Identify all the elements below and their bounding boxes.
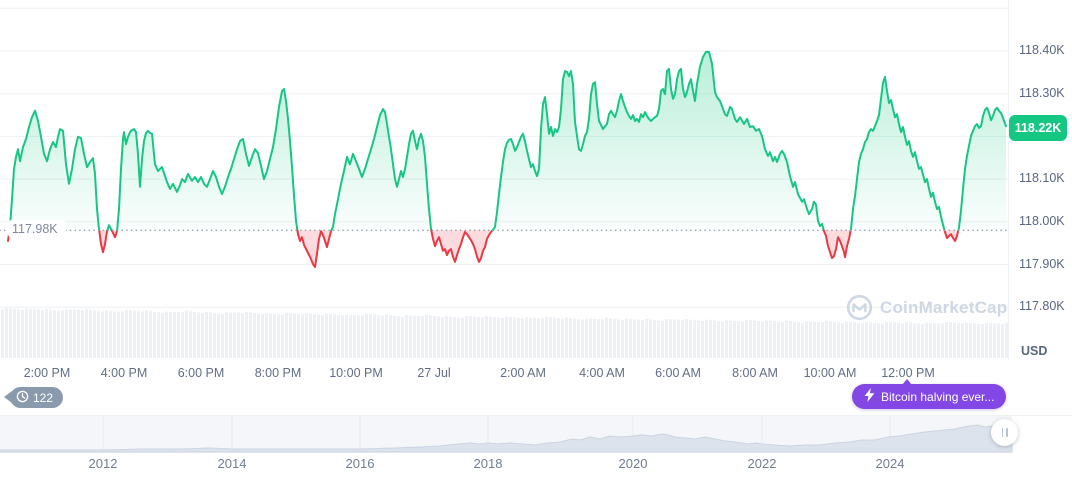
history-timeline[interactable]: 2012 2014 2016 2018 2020 2022 2024 — [0, 415, 1072, 477]
y-axis-label: 118.40K — [1019, 43, 1065, 57]
lightning-icon — [864, 388, 875, 405]
y-axis-label: 118.30K — [1019, 86, 1065, 100]
price-area-fill — [99, 230, 108, 253]
x-axis-tick: 8:00 PM — [254, 366, 302, 380]
coinmarketcap-watermark: CoinMarketCap — [846, 294, 1007, 321]
x-axis-tick: 10:00 PM — [329, 366, 383, 380]
timeline-year-label: 2014 — [217, 456, 247, 471]
price-area-fill — [850, 77, 945, 231]
coinmarketcap-logo-icon — [846, 294, 873, 321]
y-axis-label: 118.00K — [1019, 214, 1065, 228]
history-count-badge[interactable]: 122 — [4, 387, 64, 408]
price-line-segment — [296, 229, 333, 269]
price-area-fill — [9, 110, 100, 231]
price-area-fill — [431, 230, 493, 262]
x-axis-tick: 6:00 AM — [655, 366, 701, 380]
price-line-segment — [430, 229, 494, 263]
timeline-year-label: 2016 — [345, 456, 375, 471]
y-axis-label: 118.10K — [1019, 171, 1065, 185]
badge-left-arrow — [4, 391, 12, 403]
price-area-fill — [297, 230, 332, 268]
price-chart-plot[interactable]: CoinMarketCap 117.98K — [0, 0, 1008, 361]
x-axis-tick: 4:00 AM — [579, 366, 625, 380]
price-area-fill — [117, 89, 298, 231]
history-count: 122 — [33, 390, 54, 405]
price-line-segment — [116, 88, 299, 232]
timeline-year-label: 2024 — [875, 456, 905, 471]
price-line-segment — [943, 229, 960, 242]
watermark-label: CoinMarketCap — [880, 297, 1008, 317]
volume-bars — [1, 307, 1008, 358]
price-line-segment — [491, 50, 825, 232]
x-axis-tick: 27 Jul — [417, 366, 451, 380]
price-area-fill — [958, 107, 1006, 231]
price-area-fill — [944, 230, 959, 241]
price-area-fill — [492, 51, 824, 231]
timeline-range-handle[interactable] — [991, 419, 1018, 446]
timeline-year-label: 2020 — [618, 456, 648, 471]
price-chart-svg — [0, 7, 1008, 358]
y-axis-label: 117.80K — [1019, 299, 1065, 313]
price-line-segment — [822, 229, 852, 260]
halving-badge-label: Bitcoin halving ever... — [881, 389, 995, 404]
x-axis-tick: 12:00 PM — [881, 366, 935, 380]
price-axis-panel: 117.80K117.90K118.00K118.10K118.20K118.3… — [1008, 0, 1072, 361]
x-axis-tick: 2:00 AM — [500, 366, 546, 380]
timeline-sparkline-svg — [0, 416, 1013, 453]
badge-up-pointer — [902, 379, 912, 385]
y-axis-label: 117.90K — [1019, 257, 1065, 271]
clock-icon — [16, 390, 29, 406]
price-line-segment — [8, 109, 101, 232]
x-axis-tick: 8:00 AM — [732, 366, 778, 380]
bitcoin-halving-badge[interactable]: Bitcoin halving ever... — [852, 379, 1007, 409]
time-axis: 2:00 PM 4:00 PM 6:00 PM 8:00 PM 10:00 PM 27 J… — [0, 366, 1008, 382]
price-line-segment — [330, 108, 433, 232]
current-price-badge[interactable]: 118.22K — [1009, 115, 1067, 141]
x-axis-tick: 2:00 PM — [23, 366, 71, 380]
price-area-fill — [331, 109, 432, 231]
timeline-year-label: 2022 — [747, 456, 777, 471]
timeline-sparkline — [0, 424, 1013, 453]
price-line-segment — [849, 76, 946, 232]
x-axis-tick: 10:00 AM — [803, 366, 857, 380]
x-axis-tick: 6:00 PM — [177, 366, 225, 380]
baseline-price-label: 117.98K — [8, 220, 66, 238]
x-axis-tick: 4:00 PM — [100, 366, 148, 380]
timeline-year-label: 2012 — [88, 456, 118, 471]
price-line-segment — [957, 106, 1007, 232]
timeline-year-label: 2018 — [473, 456, 503, 471]
currency-unit-label: USD — [1021, 344, 1048, 358]
